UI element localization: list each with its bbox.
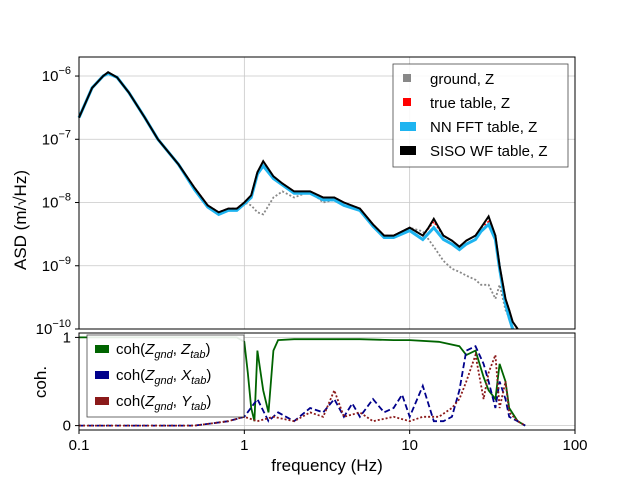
legend-swatch-ground xyxy=(403,74,411,82)
x-tick-label-3: 100 xyxy=(562,437,587,454)
legend-label-nn-fft: NN FFT table, Z xyxy=(430,119,537,136)
asd-y-label: ASD (m/√Hz) xyxy=(11,170,30,270)
legend-label-true-table: true table, Z xyxy=(430,95,510,112)
coh-x-ticks: 0.1 1 10 100 xyxy=(69,430,588,454)
asd-y-tick-label-0: 10−6 xyxy=(42,65,71,85)
asd-y-tick-label-1: 10−7 xyxy=(42,128,71,148)
coh-legend: coh(Zgnd, Ztab) coh(Zgnd, Xtab) coh(Zgnd, … xyxy=(86,334,245,418)
x-tick-label-0: 0.1 xyxy=(69,437,90,454)
asd-panel: 10−610−710−810−910−10 ASD (m/√Hz) ground… xyxy=(11,56,576,338)
coh-legend-label-1: coh(Zgnd, Xtab) xyxy=(116,367,211,387)
x-axis-label: frequency (Hz) xyxy=(271,456,382,475)
coh-y-tick-label-1: 1 xyxy=(63,329,71,346)
asd-series-line-3 xyxy=(78,70,519,330)
asd-series xyxy=(77,70,519,330)
asd-legend: ground, Z true table, Z NN FFT table, Z … xyxy=(392,63,569,168)
legend-swatch-true-table xyxy=(403,98,411,106)
coh-y-tick-label-0: 0 xyxy=(63,418,71,435)
coh-legend-label-0: coh(Zgnd, Ztab) xyxy=(116,341,211,361)
x-tick-label-2: 10 xyxy=(401,437,418,454)
legend-label-ground: ground, Z xyxy=(430,71,494,88)
legend-swatch-siso-wf xyxy=(400,146,416,155)
asd-frame xyxy=(78,56,576,330)
coh-frame xyxy=(78,332,576,431)
coherence-panel: 01 0.1 1 10 100 coh. frequency (Hz) coh(Zgn… xyxy=(31,329,588,475)
coh-legend-swatch-2 xyxy=(95,397,109,405)
coh-legend-items: coh(Zgnd, Ztab) coh(Zgnd, Xtab) coh(Zgnd, … xyxy=(95,341,211,413)
asd-y-tick-label-2: 10−8 xyxy=(42,192,71,212)
coh-legend-label-2: coh(Zgnd, Ytab) xyxy=(116,393,211,413)
legend-swatch-nn-fft xyxy=(400,122,416,131)
x-tick-label-1: 1 xyxy=(240,437,248,454)
coh-legend-box xyxy=(86,334,245,418)
coh-series-line-2 xyxy=(79,351,526,427)
asd-y-ticks: 10−610−710−810−910−10 xyxy=(36,65,79,338)
legend-label-siso-wf: SISO WF table, Z xyxy=(430,143,548,160)
coh-legend-swatch-1 xyxy=(95,371,109,379)
coh-y-ticks: 01 xyxy=(63,329,79,435)
asd-y-tick-label-3: 10−9 xyxy=(42,255,71,275)
coh-y-label: coh. xyxy=(31,366,50,398)
coh-legend-swatch-0 xyxy=(95,345,109,353)
asd-legend-box xyxy=(392,63,569,168)
